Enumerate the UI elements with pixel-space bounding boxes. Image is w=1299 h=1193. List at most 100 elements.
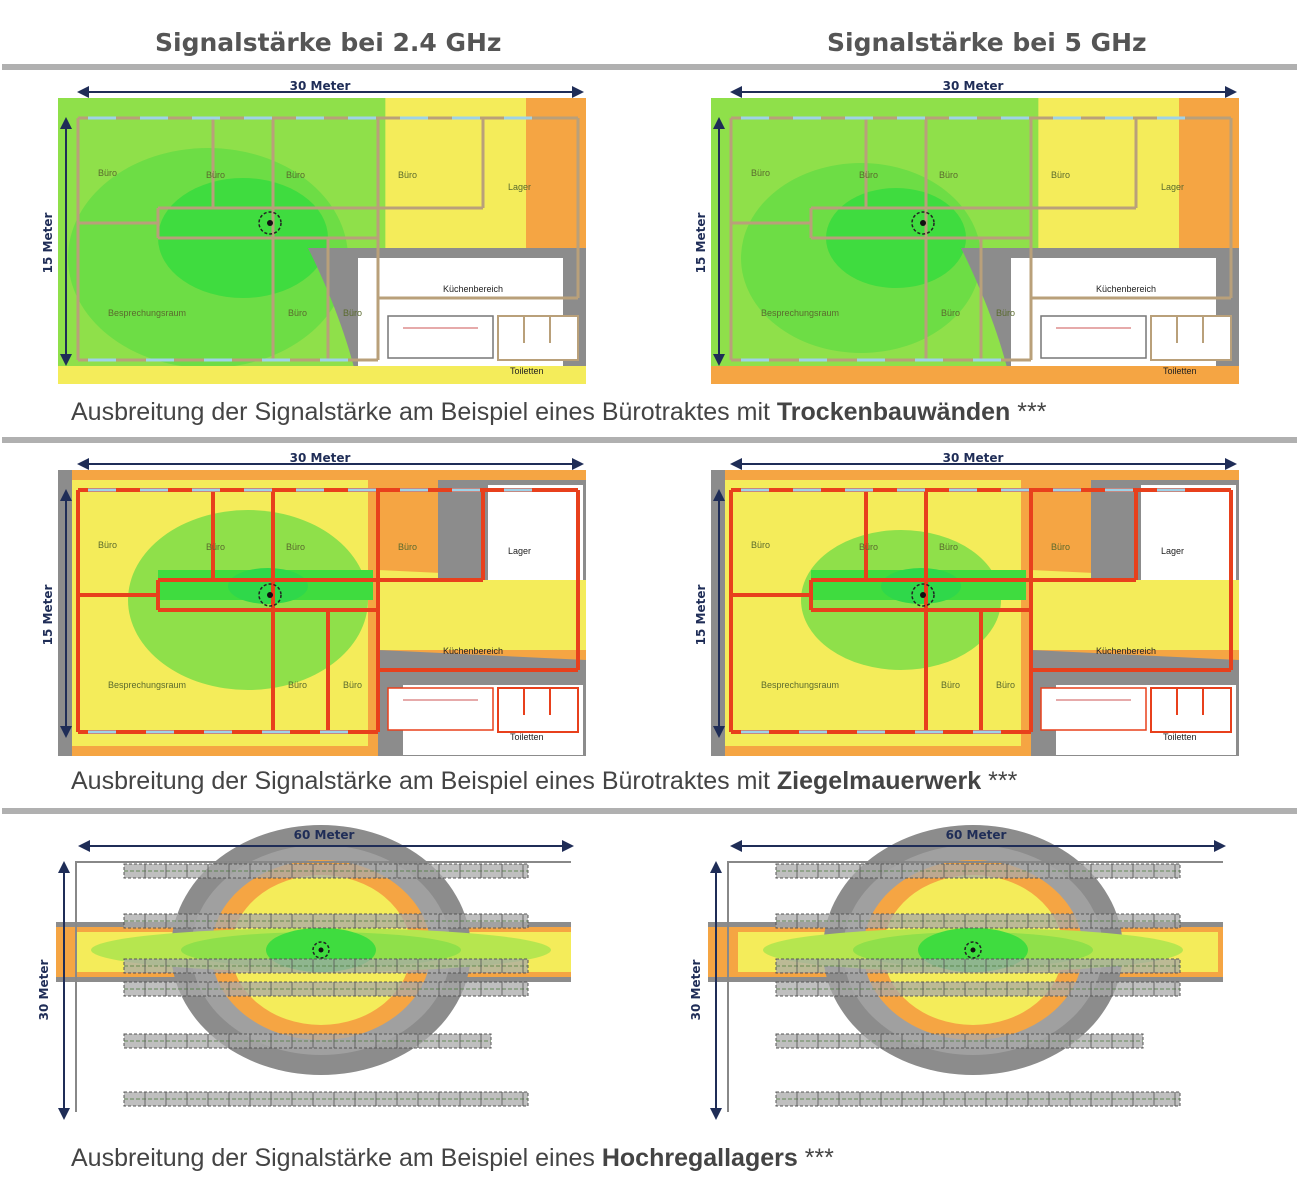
windows (741, 488, 1185, 734)
caption-brick-text: Ausbreitung der Signalstärke am Beispiel… (71, 767, 777, 795)
width-label: 60 Meter (294, 828, 355, 842)
room-label-besprechung: Besprechungsraum (761, 680, 839, 690)
room-label-kueche: Küchenbereich (1096, 646, 1156, 656)
room-label-buero: Büro (398, 542, 417, 552)
room-label-buero: Büro (996, 680, 1015, 690)
room-label-buero: Büro (343, 680, 362, 690)
windows (88, 116, 532, 362)
warehouse-wall (727, 861, 1223, 1112)
room-label-kueche: Küchenbereich (443, 646, 503, 656)
room-label-buero: Büro (751, 168, 770, 178)
caption-drywall-bold: Trockenbauwänden (776, 398, 1011, 426)
heat-strong-core (228, 568, 308, 604)
office-brick-2-4ghz: Büro Büro Büro Büro Lager Besprechungsraum Bür… (41, 451, 586, 756)
room-label-buero: Büro (941, 308, 960, 318)
room-label-buero: Büro (751, 540, 770, 550)
room-label-buero: Büro (286, 170, 305, 180)
room-label-buero: Büro (206, 170, 225, 180)
divider-middle (2, 437, 1297, 443)
rack-row (123, 1033, 492, 1049)
toilet-block (497, 687, 579, 733)
height-label: 15 Meter (694, 585, 708, 646)
room-label-buero: Büro (941, 680, 960, 690)
access-point (920, 592, 926, 598)
heat-white-lager (488, 485, 583, 580)
height-label: 15 Meter (694, 213, 708, 274)
toilet-block (497, 315, 579, 361)
rack-row (123, 958, 529, 974)
room-label-lager: Lager (508, 182, 531, 192)
height-label: 30 Meter (689, 960, 703, 1021)
room-label-toiletten: Toiletten (510, 366, 544, 376)
room-label-toiletten: Toiletten (510, 732, 544, 742)
caption-warehouse-stars: *** (797, 1144, 834, 1172)
warehouse-wall (75, 861, 571, 1112)
kitchen-counter (387, 315, 494, 359)
windows (88, 488, 532, 734)
rack-row (123, 913, 529, 929)
divider-top (2, 64, 1297, 70)
room-label-kueche: Küchenbereich (443, 284, 503, 294)
office-brick-5ghz: Büro Büro Büro Büro Lager Besprechungsraum Bür… (694, 451, 1239, 756)
width-label: 30 Meter (290, 451, 351, 465)
height-label: 15 Meter (41, 585, 55, 646)
room-label-buero: Büro (286, 542, 305, 552)
caption-warehouse-bold: Hochregallagers (601, 1144, 798, 1172)
heat-white-lager (1141, 485, 1236, 580)
office-drywall-2-4ghz: Büro Büro Büro Büro Lager Besprechungsraum Bür… (41, 79, 586, 384)
walls (76, 116, 580, 362)
room-label-buero: Büro (859, 170, 878, 180)
room-label-buero: Büro (939, 542, 958, 552)
warehouse-2-4ghz: 60 Meter 30 Meter (37, 825, 574, 1120)
room-label-buero: Büro (1051, 542, 1070, 552)
toilets-area (387, 687, 579, 733)
height-label: 30 Meter (37, 960, 51, 1021)
room-label-toiletten: Toiletten (1163, 366, 1197, 376)
kitchen-counter (387, 687, 494, 731)
room-label-buero: Büro (1051, 170, 1070, 180)
room-label-besprechung: Besprechungsraum (108, 308, 186, 318)
rack-row (123, 981, 529, 997)
access-point-ring (911, 583, 935, 607)
room-label-buero: Büro (288, 308, 307, 318)
width-label: 30 Meter (943, 79, 1004, 93)
windows (741, 116, 1185, 362)
toilet-block (1150, 687, 1232, 733)
width-label: 30 Meter (943, 451, 1004, 465)
access-point (920, 220, 926, 226)
access-point-ring (964, 941, 982, 959)
heat-bottom-band (58, 366, 586, 384)
access-point-ring (258, 583, 282, 607)
toilet-block (1150, 315, 1232, 361)
access-point-ring (312, 941, 330, 959)
room-label-lager: Lager (1161, 182, 1184, 192)
room-label-buero: Büro (288, 680, 307, 690)
room-label-kueche: Küchenbereich (1096, 284, 1156, 294)
access-point-ring (258, 211, 282, 235)
height-label: 15 Meter (41, 213, 55, 274)
caption-warehouse: Ausbreitung der Signalstärke am Beispiel… (71, 1144, 834, 1173)
caption-warehouse-text: Ausbreitung der Signalstärke am Beispiel… (71, 1144, 602, 1172)
access-point (267, 592, 273, 598)
width-label: 30 Meter (290, 79, 351, 93)
room-label-buero: Büro (996, 308, 1015, 318)
caption-brick: Ausbreitung der Signalstärke am Beispiel… (71, 767, 1017, 796)
room-label-besprechung: Besprechungsraum (761, 308, 839, 318)
office-drywall-5ghz: Büro Büro Büro Büro Lager Besprechungsraum Bür… (694, 79, 1239, 384)
heat-medium-right (1041, 118, 1209, 248)
access-point-ring (911, 211, 935, 235)
toilets-area (1040, 687, 1232, 733)
rack-row (123, 1091, 529, 1107)
kitchen-counter (1040, 687, 1147, 731)
access-point (267, 220, 273, 226)
room-label-buero: Büro (206, 542, 225, 552)
room-label-toiletten: Toiletten (1163, 732, 1197, 742)
caption-drywall: Ausbreitung der Signalstärke am Beispiel… (71, 398, 1046, 427)
room-label-buero: Büro (343, 308, 362, 318)
rack-row (775, 1091, 1181, 1107)
toilets-area (387, 315, 579, 361)
heat-medium-corridor (378, 570, 586, 650)
access-point (318, 947, 324, 953)
room-label-buero: Büro (398, 170, 417, 180)
caption-drywall-stars: *** (1010, 398, 1047, 426)
